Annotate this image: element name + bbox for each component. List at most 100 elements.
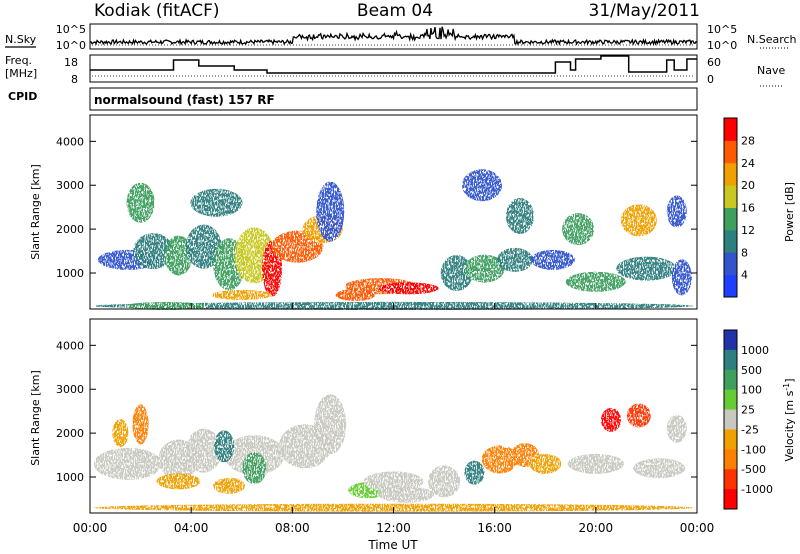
colorbar-tick-label: 4 bbox=[741, 269, 748, 282]
power-y-axis: 1000 2000 3000 4000 bbox=[56, 135, 697, 280]
colorbar-swatch bbox=[724, 349, 737, 371]
colorbar-swatch bbox=[724, 449, 737, 470]
freq-tick-bottom: 8 bbox=[71, 73, 78, 86]
echo-patch bbox=[164, 235, 193, 276]
echo-patch bbox=[567, 453, 624, 474]
velocity-colorbar: 1000 500 100 25 -25 -100 -500 -1000 Velocity [m… bbox=[723, 329, 796, 510]
colorbar-tick-label: 16 bbox=[741, 202, 755, 215]
colorbar-tick-label: 500 bbox=[741, 364, 762, 377]
echo-patch bbox=[126, 182, 155, 223]
echo-patch bbox=[314, 394, 347, 455]
echo-patch bbox=[190, 188, 243, 217]
echo-patch bbox=[601, 407, 622, 432]
noise-search-label: N.Search bbox=[747, 33, 797, 46]
colorbar-tick-label: -1000 bbox=[741, 483, 773, 496]
echo-patch bbox=[565, 271, 626, 292]
power-blobs bbox=[93, 169, 694, 310]
echo-patch bbox=[378, 282, 439, 295]
noise-tick-top: 10^5 bbox=[56, 23, 86, 36]
ytick-label: 2000 bbox=[56, 223, 84, 236]
echo-patch bbox=[529, 453, 562, 474]
echo-patch bbox=[616, 256, 677, 281]
xtick-label: 08:00 bbox=[275, 521, 310, 535]
echo-patch bbox=[93, 447, 162, 480]
freq-label-1: Freq. bbox=[5, 54, 32, 67]
xtick-label: 16:00 bbox=[477, 521, 512, 535]
cpid-label: CPID bbox=[8, 90, 37, 103]
noise-sky-label: N.Sky bbox=[5, 33, 37, 46]
colorbar-tick-label: 28 bbox=[741, 134, 755, 147]
power-ylabel: Slant Range [km] bbox=[29, 164, 42, 260]
colorbar-swatch bbox=[724, 140, 737, 164]
echo-patch bbox=[335, 288, 376, 301]
velocity-ylabel: Slant Range [km] bbox=[29, 370, 42, 466]
ytick-label: 3000 bbox=[56, 179, 84, 192]
cpid-bar bbox=[89, 87, 698, 111]
velocity-colorbar-label-group: Velocity [m s-1] bbox=[782, 378, 796, 461]
ytick-label: 3000 bbox=[56, 383, 84, 396]
colorbar-swatch bbox=[724, 489, 737, 510]
echo-patch bbox=[440, 255, 473, 292]
echo-patch bbox=[125, 301, 206, 310]
echo-patch bbox=[428, 465, 461, 498]
colorbar-tick-label: -25 bbox=[741, 423, 759, 436]
colorbar-swatch bbox=[724, 229, 737, 253]
echo-patch bbox=[214, 430, 235, 463]
cpid-program: normalsound (fast) 157 RF bbox=[94, 93, 275, 107]
echo-patch bbox=[213, 477, 246, 494]
colorbar-swatch bbox=[724, 369, 737, 391]
echo-patch bbox=[464, 254, 505, 283]
power-colorbar-ticks: 4 8 12 16 20 24 28 bbox=[741, 134, 755, 281]
beam-title: Beam 04 bbox=[357, 1, 433, 21]
ytick-label: 2000 bbox=[56, 427, 84, 440]
power-x-ticks bbox=[89, 303, 698, 309]
echo-patch bbox=[633, 458, 686, 479]
colorbar-swatch bbox=[724, 469, 737, 490]
freq-label-2: [MHz] bbox=[5, 67, 37, 80]
ytick-label: 4000 bbox=[56, 135, 84, 148]
nave-tick-top: 60 bbox=[707, 56, 721, 69]
echo-patch bbox=[481, 445, 518, 474]
echo-patch bbox=[316, 181, 345, 242]
xtick-label: 00:00 bbox=[73, 521, 108, 535]
echo-patch bbox=[185, 428, 222, 473]
echo-patch bbox=[666, 195, 687, 228]
echo-patch bbox=[666, 414, 687, 443]
velocity-y-axis: 1000 2000 3000 4000 bbox=[56, 339, 697, 484]
echo-patch bbox=[132, 404, 149, 445]
colorbar-tick-label: -500 bbox=[741, 463, 766, 476]
echo-patch bbox=[242, 452, 267, 485]
ytick-label: 4000 bbox=[56, 339, 84, 352]
velocity-panel: 1000 2000 3000 4000 00:00 04:00 08:00 12:00 16:… bbox=[29, 318, 715, 552]
noise-panel: 10^5 10^0 10^5 10^0 N.Sky N.Search bbox=[5, 23, 797, 52]
colorbar-tick-label: 12 bbox=[741, 224, 755, 237]
colorbar-swatch bbox=[724, 389, 737, 411]
colorbar-swatch bbox=[724, 162, 737, 186]
colorbar-tick-label: 1000 bbox=[741, 344, 769, 357]
ytick-label: 1000 bbox=[56, 267, 84, 280]
echo-patch bbox=[378, 486, 435, 503]
echo-patch bbox=[462, 169, 503, 202]
velocity-colorbar-ticks: 1000 500 100 25 -25 -100 -500 -1000 bbox=[741, 344, 773, 496]
velocity-colorbar-label-end: ] bbox=[783, 378, 796, 382]
echo-patch bbox=[505, 197, 534, 234]
colorbar-swatch bbox=[724, 409, 737, 430]
noise-tick-bottom: 10^0 bbox=[56, 39, 86, 52]
echo-patch bbox=[363, 471, 424, 492]
echo-patch bbox=[562, 213, 595, 246]
xtick-label: 12:00 bbox=[376, 521, 411, 535]
colorbar-swatch bbox=[724, 118, 737, 141]
velocity-colorbar-label-main: Velocity [m s bbox=[783, 390, 796, 461]
colorbar-swatch bbox=[724, 185, 737, 208]
colorbar-tick-label: 25 bbox=[741, 404, 755, 417]
xtick-label: 20:00 bbox=[579, 521, 614, 535]
noise-right-tick-top: 10^5 bbox=[707, 23, 737, 36]
nave-tick-bottom: 0 bbox=[707, 73, 714, 86]
xtick-label: 00:00 bbox=[680, 521, 715, 535]
echo-patch bbox=[671, 259, 692, 296]
station-title: Kodiak (fitACF) bbox=[94, 1, 220, 21]
echo-patch bbox=[626, 403, 651, 428]
echo-patch bbox=[496, 247, 533, 272]
colorbar-tick-label: 20 bbox=[741, 179, 755, 192]
